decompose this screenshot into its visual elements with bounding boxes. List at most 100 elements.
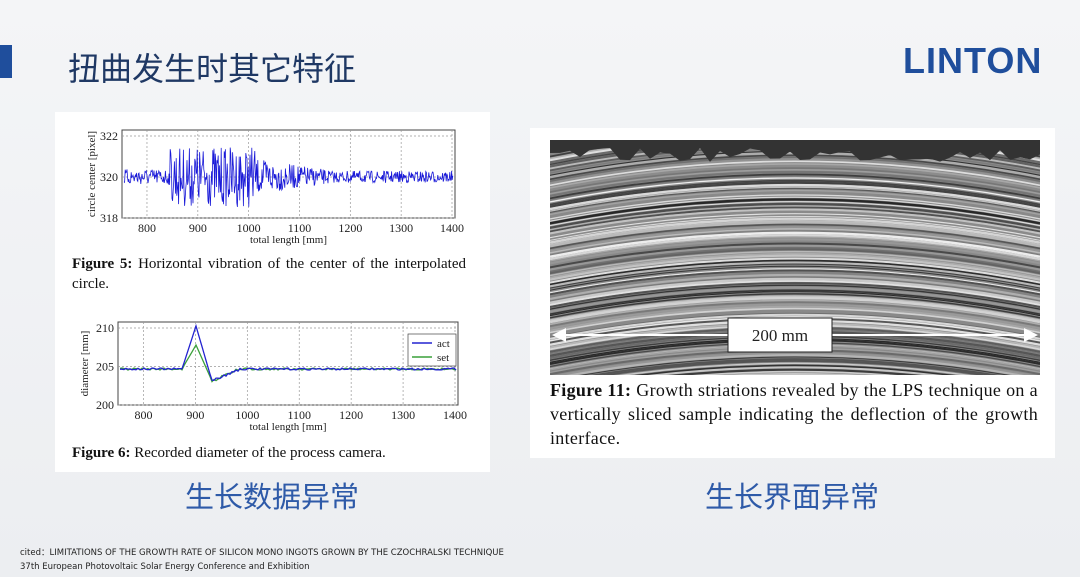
citation-line: cited：LIMITATIONS OF THE GROWTH RATE OF …	[20, 548, 504, 558]
striation	[550, 399, 1040, 423]
striation	[550, 257, 1040, 284]
striation	[550, 282, 1040, 308]
striation	[550, 177, 1040, 203]
striation	[550, 234, 1040, 261]
caption-text: Growth striations revealed by the LPS te…	[550, 380, 1038, 448]
striation	[550, 208, 1040, 235]
striation	[550, 376, 1040, 400]
striation	[692, 370, 898, 375]
slide-title: 扭曲发生时其它特征	[68, 50, 357, 88]
legend-label: act	[437, 338, 450, 350]
striation	[550, 230, 1040, 256]
x-tick-label: 1000	[235, 408, 259, 422]
striation	[550, 160, 1040, 187]
x-tick-label: 1200	[339, 408, 363, 422]
striation	[550, 405, 1040, 429]
caption-text: Horizontal vibration of the center of th…	[72, 256, 467, 292]
striation	[550, 223, 1040, 250]
caption-label: Figure 6:	[72, 445, 131, 461]
striation	[550, 268, 1040, 294]
striation	[579, 356, 1011, 375]
striation	[566, 354, 1024, 375]
striation	[550, 401, 1040, 425]
striation	[550, 215, 1040, 241]
striation	[550, 299, 1040, 326]
x-tick-label: 1300	[391, 408, 415, 422]
y-tick-label: 320	[100, 170, 118, 184]
striation	[634, 364, 956, 375]
striation	[550, 231, 1040, 259]
caption-label: Figure 5:	[72, 256, 133, 272]
striation	[550, 407, 1040, 431]
striation	[550, 265, 1040, 291]
striation	[550, 395, 1040, 419]
striation	[550, 194, 1040, 220]
striation	[550, 307, 1040, 335]
striation	[550, 309, 1040, 336]
figure-caption: Figure 6: Recorded diameter of the proce…	[72, 443, 472, 463]
striation	[550, 276, 1040, 302]
striation	[556, 352, 1034, 375]
striation	[550, 221, 1040, 248]
striation	[550, 271, 1040, 298]
striation	[550, 183, 1040, 211]
striation	[647, 366, 943, 375]
striation	[550, 196, 1040, 222]
striation	[550, 261, 1040, 288]
striation	[550, 409, 1040, 433]
logo: LINTON	[903, 40, 1043, 81]
striation	[550, 250, 1040, 277]
striation	[619, 362, 971, 375]
scale-label: 200 mm	[752, 326, 808, 345]
striation	[550, 291, 1040, 317]
striation	[550, 296, 1040, 324]
striation	[550, 186, 1040, 212]
striation	[550, 259, 1040, 286]
x-tick-label: 900	[189, 221, 207, 235]
section-label: 生长界面异常	[704, 480, 879, 514]
caption-label: Figure 11:	[550, 380, 632, 400]
striation	[550, 201, 1040, 227]
caption-text: Recorded diameter of the process camera.	[134, 445, 386, 461]
x-tick-label: 1000	[237, 221, 261, 235]
striation	[550, 158, 1040, 185]
striation	[550, 280, 1040, 306]
plot-frame	[117, 321, 459, 406]
striation	[550, 305, 1040, 332]
y-tick-label: 210	[96, 321, 114, 335]
striation	[550, 238, 1040, 265]
striation	[550, 163, 1040, 190]
x-tick-label: 1400	[440, 221, 464, 235]
striation	[550, 211, 1040, 237]
striation	[550, 175, 1040, 201]
y-axis-label: diameter [mm]	[79, 331, 91, 397]
striation	[669, 368, 921, 375]
striation	[550, 187, 1040, 213]
striation	[550, 380, 1040, 404]
striation	[550, 386, 1040, 410]
striation	[550, 167, 1040, 194]
legend-label: set	[437, 352, 449, 364]
striation	[550, 385, 1040, 409]
striation	[550, 246, 1040, 274]
striation	[550, 248, 1040, 275]
striation	[550, 181, 1040, 208]
striation	[550, 170, 1040, 198]
striation	[550, 205, 1040, 231]
striation	[550, 403, 1040, 427]
striation	[550, 192, 1040, 219]
citation-line: 37th European Photovoltaic Solar Energy …	[20, 562, 310, 572]
striation	[550, 301, 1040, 328]
x-axis-label: total length [mm]	[250, 421, 327, 433]
x-tick-label: 1400	[443, 408, 467, 422]
x-tick-label: 1100	[287, 408, 311, 422]
striation	[550, 289, 1040, 315]
figure5-plot: 800 900 1000 1100 1200 1300 1400 322 320 318 total…	[86, 129, 464, 246]
striation	[550, 303, 1040, 330]
striation	[550, 295, 1040, 322]
figure-caption: Figure 5: Horizontal vibration of the ce…	[72, 254, 466, 294]
scale-box	[727, 317, 833, 353]
striation	[725, 373, 865, 375]
striation	[550, 390, 1040, 414]
